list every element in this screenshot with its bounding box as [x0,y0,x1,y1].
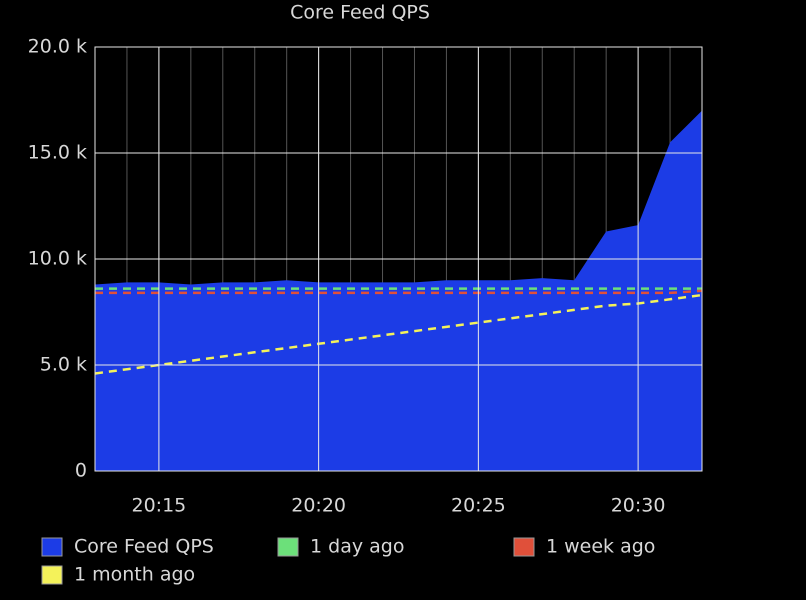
chart-title: Core Feed QPS [290,2,430,24]
plot-frame [94,46,703,472]
x-tick-label: 20:30 [611,495,666,517]
x-tick-label: 20:20 [291,495,346,517]
legend-label: Core Feed QPS [74,536,214,558]
legend-swatch [513,537,535,557]
legend-swatch [41,537,63,557]
legend-label: 1 day ago [310,536,404,558]
x-tick-label: 20:25 [451,495,506,517]
line [94,293,703,375]
legend-label: 1 week ago [546,536,655,558]
legend-swatch [277,537,299,557]
y-tick-label: 15.0 k [28,142,87,164]
legend-swatch [41,565,63,585]
area [95,110,702,471]
legend-label: 1 month ago [74,564,195,586]
line [95,289,703,295]
y-tick-label: 0 [75,460,87,482]
y-tick-label: 5.0 k [40,354,87,376]
y-tick-label: 20.0 k [28,36,87,58]
x-tick-label: 20:15 [132,495,187,517]
y-tick-label: 10.0 k [28,248,87,270]
